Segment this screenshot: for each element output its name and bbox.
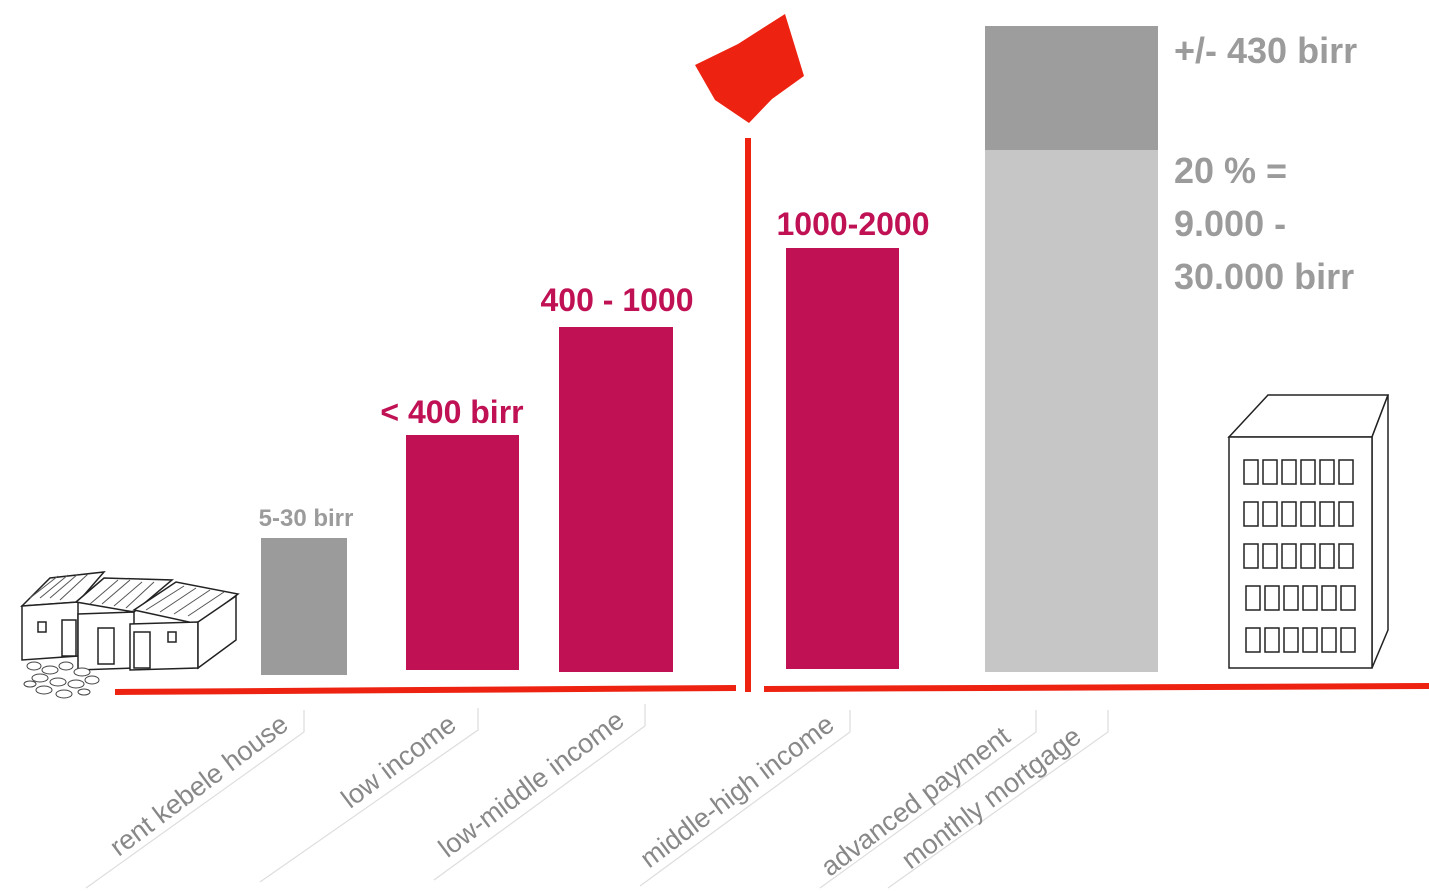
building-window [1281,543,1297,569]
building-window [1245,585,1261,611]
building-window [1338,501,1354,527]
category-tick [887,710,1109,889]
category-label-low-middle-income: low-middle income [433,705,630,864]
building-window [1338,459,1354,485]
building-window [1262,501,1278,527]
building-window [1283,585,1299,611]
value-label-middle-high-income: 1000-2000 [776,206,929,242]
building-window [1264,585,1280,611]
building-window [1340,627,1356,653]
category-ticks [85,704,1109,889]
value-label-low-income: < 400 birr [380,394,523,430]
bar-middle-high-income [786,248,899,669]
building-window [1319,543,1335,569]
building-window [1300,501,1316,527]
building-window [1264,627,1280,653]
kebele-houses-illustration [20,571,240,699]
building-window [1245,627,1261,653]
building-window [1281,501,1297,527]
category-tick [85,710,305,889]
advanced-payment-label-line2: 9.000 - [1174,203,1286,244]
baseline-right [763,683,1429,692]
building-window [1302,627,1318,653]
value-label-rent-kebele: 5-30 birr [259,505,354,532]
building-window [1243,501,1259,527]
bar-monthly-mortgage [985,26,1158,150]
value-label-low-middle-income: 400 - 1000 [540,282,693,318]
building-window [1319,501,1335,527]
category-tick [819,710,1037,889]
category-tick [433,704,646,881]
bar-low-income [406,435,519,670]
category-label-rent-kebele-house: rent kebele house [104,709,293,862]
building-window [1338,543,1354,569]
building-window [1300,543,1316,569]
advanced-payment-label-line1: 20 % = [1174,150,1287,191]
category-label-low-income: low income [336,709,462,814]
building-window [1262,459,1278,485]
apartment-building-illustration [1227,394,1390,669]
category-label-middle-high-income: middle-high income [635,709,840,874]
star-icon [695,0,804,123]
bar-advanced-payment [985,150,1158,672]
bar-rent-kebele [261,538,347,675]
building-window [1281,459,1297,485]
category-tick [259,708,479,883]
building-window [1302,585,1318,611]
category-tick [639,710,851,887]
monthly-mortgage-label: +/- 430 birr [1174,30,1357,71]
baseline-left [114,685,737,695]
building-window [1243,543,1259,569]
building-window [1300,459,1316,485]
bar-low-middle-income [559,327,673,672]
building-window [1243,459,1259,485]
advanced-payment-label-line3: 30.000 birr [1174,256,1354,297]
building-window [1340,585,1356,611]
building-window [1283,627,1299,653]
building-window [1321,627,1337,653]
building-window [1321,585,1337,611]
building-window [1319,459,1335,485]
building-window [1262,543,1278,569]
